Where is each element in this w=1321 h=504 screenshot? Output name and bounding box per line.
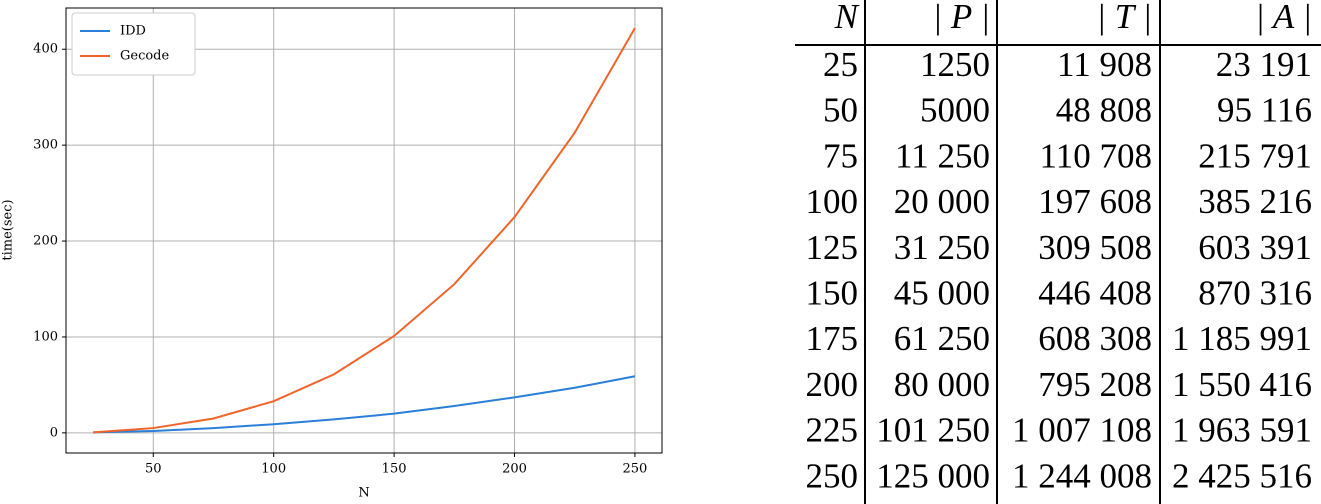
table-cell: 795 208 [1038, 365, 1152, 404]
table-cell: 31 250 [894, 228, 990, 267]
x-axis-label: N [358, 486, 369, 501]
legend-label: Gecode [120, 49, 170, 64]
table-cell: 1 550 416 [1172, 365, 1312, 404]
table-cell: 1250 [920, 45, 990, 84]
table-cell: 1 007 108 [1012, 411, 1152, 450]
table-cell: 870 316 [1198, 274, 1312, 313]
x-tick-label: 100 [261, 462, 286, 477]
table-cell: 101 250 [876, 411, 990, 450]
table-cell: 50 [823, 91, 858, 130]
table-cell: 100 [806, 182, 859, 221]
line [93, 375, 636, 434]
x-tick-label: 50 [145, 462, 162, 477]
legend-box [71, 12, 196, 76]
table-cell: 45 000 [894, 274, 990, 313]
table-cell: 200 [806, 365, 859, 404]
table-cell: 603 391 [1198, 228, 1312, 267]
table-cell: 309 508 [1038, 228, 1152, 267]
table-cell: 11 250 [895, 136, 990, 175]
table-cell: 215 791 [1198, 136, 1312, 175]
table-cell: 48 808 [1056, 91, 1152, 130]
y-tick-label: 100 [33, 329, 58, 344]
table-header: | P | [933, 0, 991, 36]
table-cell: 95 116 [1217, 91, 1312, 130]
table-cell: 61 250 [894, 319, 990, 358]
table-cell: 1 185 991 [1172, 319, 1312, 358]
table-cell: 608 308 [1038, 319, 1152, 358]
x-tick-label: 200 [502, 462, 527, 477]
table-cell: 446 408 [1038, 274, 1152, 313]
y-tick-label: 400 [33, 42, 58, 57]
table-cell: 250 [806, 456, 859, 495]
y-axis-label: time(sec) [1, 199, 16, 260]
table-cell: 175 [806, 319, 859, 358]
table-header: | T | [1096, 0, 1152, 36]
table-cell: 150 [806, 274, 859, 313]
table-cell: 11 908 [1057, 45, 1152, 84]
table-cell: 385 216 [1198, 182, 1312, 221]
table-header: N [834, 0, 860, 36]
x-tick-label: 250 [622, 462, 647, 477]
table-cell: 1 963 591 [1172, 411, 1312, 450]
y-tick-label: 200 [33, 234, 58, 249]
table-cell: 80 000 [894, 365, 990, 404]
line [93, 27, 636, 434]
table-cell: 1 244 008 [1012, 456, 1152, 495]
y-tick-label: 300 [33, 138, 58, 153]
table-cell: 125 000 [876, 456, 990, 495]
table-cell: 2 425 516 [1172, 456, 1312, 495]
table-cell: 20 000 [894, 182, 990, 221]
table-cell: 25 [823, 45, 858, 84]
table-cell: 197 608 [1038, 182, 1152, 221]
x-tick-label: 150 [382, 462, 407, 477]
y-tick-label: 0 [50, 425, 58, 440]
table-cell: 110 708 [1040, 136, 1152, 175]
plot-frame [65, 7, 663, 454]
table-header: | A | [1255, 0, 1312, 36]
table-cell: 225 [806, 411, 859, 450]
table-cell: 23 191 [1216, 45, 1312, 84]
table-cell: 125 [806, 228, 859, 267]
legend-label: IDD [120, 24, 146, 39]
table-cell: 5000 [920, 91, 990, 130]
table-cell: 75 [823, 136, 858, 175]
